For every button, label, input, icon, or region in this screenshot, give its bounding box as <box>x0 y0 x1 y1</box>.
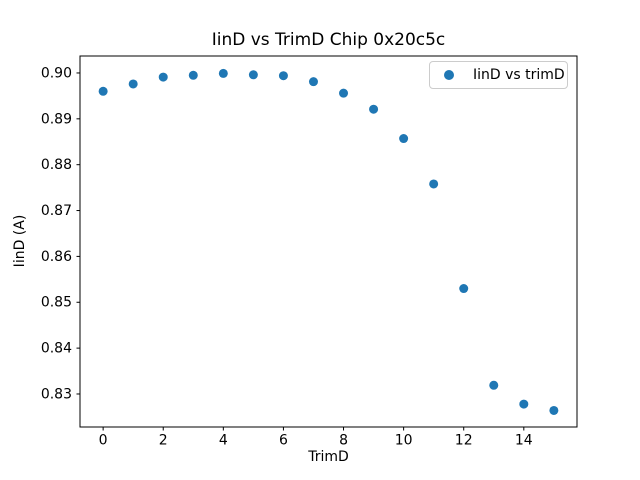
y-tick-label: 0.90 <box>41 65 72 81</box>
y-tick-label: 0.88 <box>41 157 72 173</box>
data-point <box>429 179 439 189</box>
data-point <box>369 104 379 114</box>
data-point <box>188 70 198 80</box>
x-tick-label: 4 <box>219 433 228 449</box>
x-tick-label: 10 <box>395 433 413 449</box>
data-point <box>218 68 228 78</box>
x-tick-label: 12 <box>455 433 473 449</box>
data-point <box>519 399 529 409</box>
data-point <box>339 88 349 98</box>
data-point <box>98 86 108 96</box>
x-tick-label: 0 <box>99 433 108 449</box>
data-point <box>248 70 258 80</box>
x-tick-label: 8 <box>339 433 348 449</box>
data-point <box>158 72 168 82</box>
chart-title: IinD vs TrimD Chip 0x20c5c <box>211 30 446 50</box>
x-tick-label: 14 <box>515 433 533 449</box>
data-point <box>489 380 499 390</box>
data-point <box>308 77 318 87</box>
data-point <box>549 405 559 415</box>
legend-marker-icon <box>444 70 454 80</box>
data-point <box>459 284 469 294</box>
y-tick-label: 0.84 <box>41 341 72 357</box>
y-tick-label: 0.85 <box>41 295 72 311</box>
x-tick-label: 2 <box>159 433 168 449</box>
x-axis-label: TrimD <box>308 449 349 465</box>
legend-label: IinD vs trimD <box>473 67 565 83</box>
y-tick-label: 0.83 <box>41 386 72 402</box>
data-point <box>278 71 288 81</box>
legend: IinD vs trimD <box>429 61 568 89</box>
x-tick-label: 6 <box>279 433 288 449</box>
y-tick-label: 0.86 <box>41 249 72 265</box>
data-point <box>399 134 409 144</box>
y-tick-label: 0.89 <box>41 111 72 127</box>
y-tick-label: 0.87 <box>41 203 72 219</box>
data-point <box>128 79 138 89</box>
plot-frame <box>79 55 578 428</box>
